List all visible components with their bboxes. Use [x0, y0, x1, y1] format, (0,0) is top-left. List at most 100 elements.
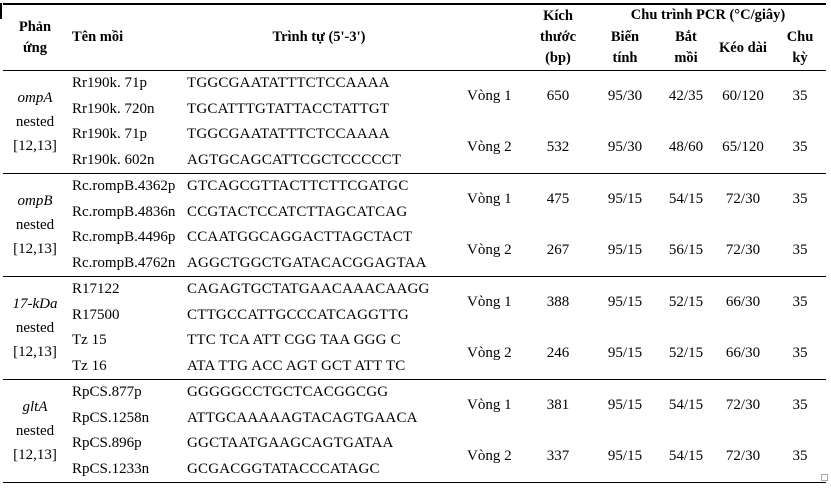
denaturation-value: 95/15 [607, 242, 643, 258]
col-header-round [458, 4, 526, 71]
primer-name-cell: Rc.rompB.4496p [72, 229, 176, 245]
primer-name-cell: RpCS.1233n [72, 460, 150, 477]
primer-row: Tz 16 ATA TTG ACC AGT GCT ATT TC [3, 354, 826, 380]
cycle-count: 35 [792, 191, 808, 207]
reaction-cell: gltA nested [12,13] [3, 380, 67, 483]
primer-name-cell: R17500 [72, 306, 120, 323]
amplicon-size: 388 [546, 294, 570, 310]
sequence-cell: AGTGCAGCATTCGCTCCCCCT [187, 151, 402, 168]
col-header-pcr-cycle-group: Chu trình PCR (°C/giây) [630, 7, 786, 23]
denaturation-value: 95/15 [607, 191, 643, 207]
table-resize-handle[interactable] [821, 474, 828, 481]
sequence-cell: AGGCTGGCTGATACACGGAGTAA [187, 254, 427, 271]
annealing-value: 52/15 [668, 294, 704, 310]
sequence-cell: CCAATGGCAGGACTTAGCTACT [187, 229, 413, 245]
col-header-annealing: Bắt mồi [674, 29, 698, 66]
annealing-value: 54/15 [668, 191, 704, 207]
primer-row: Rr190k. 71p TGGCGAATATTTCTCCAAAA Vòng 2 … [3, 122, 826, 155]
round-label: Vòng 2 [467, 345, 512, 361]
sequence-cell: CAGAGTGCTATGAACAAACAAGG [187, 281, 430, 297]
primer-name-cell: Rc.rompB.4362p [72, 178, 176, 194]
extension-value: 65/120 [722, 139, 764, 155]
reaction-cell: ompA nested [12,13] [3, 71, 67, 174]
primer-name-cell: Rr190k. 71p [72, 126, 147, 142]
gene-name: ompA [17, 90, 53, 106]
primer-row: ompA nested [12,13] Rr190k. 71p TGGCGAAT… [3, 71, 826, 154]
reaction-type: nested [15, 217, 55, 233]
primer-row: Rr190k. 720n TGCATTTGTATTACCTATTGT [3, 97, 826, 123]
annealing-value: 48/60 [668, 139, 704, 155]
primer-name-cell: RpCS.896p [72, 435, 142, 451]
denaturation-value: 95/15 [607, 345, 643, 361]
col-header-size: Kích thước (bp) [539, 8, 577, 66]
primer-name-cell: Rr190k. 71p [72, 75, 147, 91]
reaction-cell: 17-kDa nested [12,13] [3, 277, 67, 380]
cycle-count: 35 [792, 448, 808, 464]
primer-row: 17-kDa nested [12,13] R17122 CAGAGTGCTAT… [3, 277, 826, 360]
primer-row: Rc.rompB.4496p CCAATGGCAGGACTTAGCTACT Vò… [3, 225, 826, 258]
reaction-block-ompB: ompB nested [12,13] Rc.rompB.4362p GTCAG… [3, 173, 826, 277]
extension-value: 66/30 [725, 345, 761, 361]
primer-name-cell: Rc.rompB.4762n [72, 254, 176, 271]
reaction-type: nested [15, 423, 55, 439]
reaction-cell: ompB nested [12,13] [3, 174, 67, 277]
col-header-cycles: Chu kỳ [786, 29, 814, 66]
primer-row: Tz 15 TTC TCA ATT CGG TAA GGG C Vòng 2 2… [3, 328, 826, 361]
col-header-primer-name: Tên mồi [72, 29, 124, 45]
reaction-type: nested [15, 320, 55, 336]
gene-name: ompB [17, 193, 53, 209]
annealing-value: 56/15 [668, 242, 704, 258]
cycle-count: 35 [792, 139, 808, 155]
reaction-reference: [12,13] [13, 138, 57, 154]
annealing-value: 54/15 [668, 448, 704, 464]
cycle-count: 35 [792, 88, 808, 104]
cycle-count: 35 [792, 242, 808, 258]
header-row-2: Biến tính Bắt mồi Kéo dài Chu kỳ [3, 26, 826, 71]
reaction-block-ompA: ompA nested [12,13] Rr190k. 71p TGGCGAAT… [3, 71, 826, 174]
denaturation-value: 95/15 [607, 397, 643, 413]
primer-row: Rr190k. 602n AGTGCAGCATTCGCTCCCCCT [3, 148, 826, 174]
amplicon-size: 532 [546, 139, 570, 155]
annealing-value: 54/15 [668, 397, 704, 413]
sequence-cell: GGGGGCCTGCTCACGGCGG [187, 384, 389, 400]
amplicon-size: 337 [546, 448, 570, 464]
primer-row: Rc.rompB.4836n CCGTACTCCATCTTAGCATCAG [3, 200, 826, 226]
table-header: Phản ứng Tên mồi Trình tự (5'-3') Kích t… [3, 4, 826, 71]
reaction-type: nested [15, 114, 55, 130]
pcr-primer-table: Phản ứng Tên mồi Trình tự (5'-3') Kích t… [3, 3, 826, 483]
amplicon-size: 381 [546, 397, 570, 413]
sequence-cell: TGCATTTGTATTACCTATTGT [187, 100, 390, 117]
round-label: Vòng 1 [467, 191, 512, 207]
col-header-sequence: Trình tự (5'-3') [272, 29, 366, 45]
sequence-cell: TGGCGAATATTTCTCCAAAA [187, 126, 390, 142]
sequence-cell: CCGTACTCCATCTTAGCATCAG [187, 203, 408, 220]
primer-row: RpCS.1258n ATTGCAAAAAGTACAGTGAACA [3, 406, 826, 432]
primer-name-cell: RpCS.877p [72, 384, 142, 400]
screen-edge-artifact [0, 3, 2, 19]
col-header-denaturation: Biến tính [610, 29, 640, 66]
denaturation-value: 95/15 [607, 294, 643, 310]
reaction-block-gltA: gltA nested [12,13] RpCS.877p GGGGGCCTGC… [3, 379, 826, 483]
amplicon-size: 650 [546, 88, 570, 104]
denaturation-value: 95/30 [607, 88, 643, 104]
amplicon-size: 475 [546, 191, 570, 207]
sequence-cell: ATA TTG ACC AGT GCT ATT TC [187, 357, 406, 374]
amplicon-size: 267 [546, 242, 570, 258]
primer-name-cell: RpCS.1258n [72, 409, 150, 426]
round-label: Vòng 2 [467, 242, 512, 258]
extension-value: 72/30 [725, 397, 761, 413]
sequence-cell: ATTGCAAAAAGTACAGTGAACA [187, 409, 418, 426]
sequence-cell: TGGCGAATATTTCTCCAAAA [187, 75, 390, 91]
primer-row: gltA nested [12,13] RpCS.877p GGGGGCCTGC… [3, 380, 826, 463]
primer-name-cell: Tz 15 [72, 332, 107, 348]
round-label: Vòng 2 [467, 448, 512, 464]
sequence-cell: GGCTAATGAAGCAGTGATAA [187, 435, 394, 451]
primer-name-cell: Tz 16 [72, 357, 107, 374]
gene-name: 17-kDa [12, 296, 58, 312]
header-row-1: Phản ứng Tên mồi Trình tự (5'-3') Kích t… [3, 4, 826, 66]
cycle-count: 35 [792, 397, 808, 413]
reaction-reference: [12,13] [13, 344, 57, 360]
cycle-count: 35 [792, 294, 808, 310]
primer-name-cell: R17122 [72, 281, 120, 297]
gene-name: gltA [22, 399, 48, 415]
